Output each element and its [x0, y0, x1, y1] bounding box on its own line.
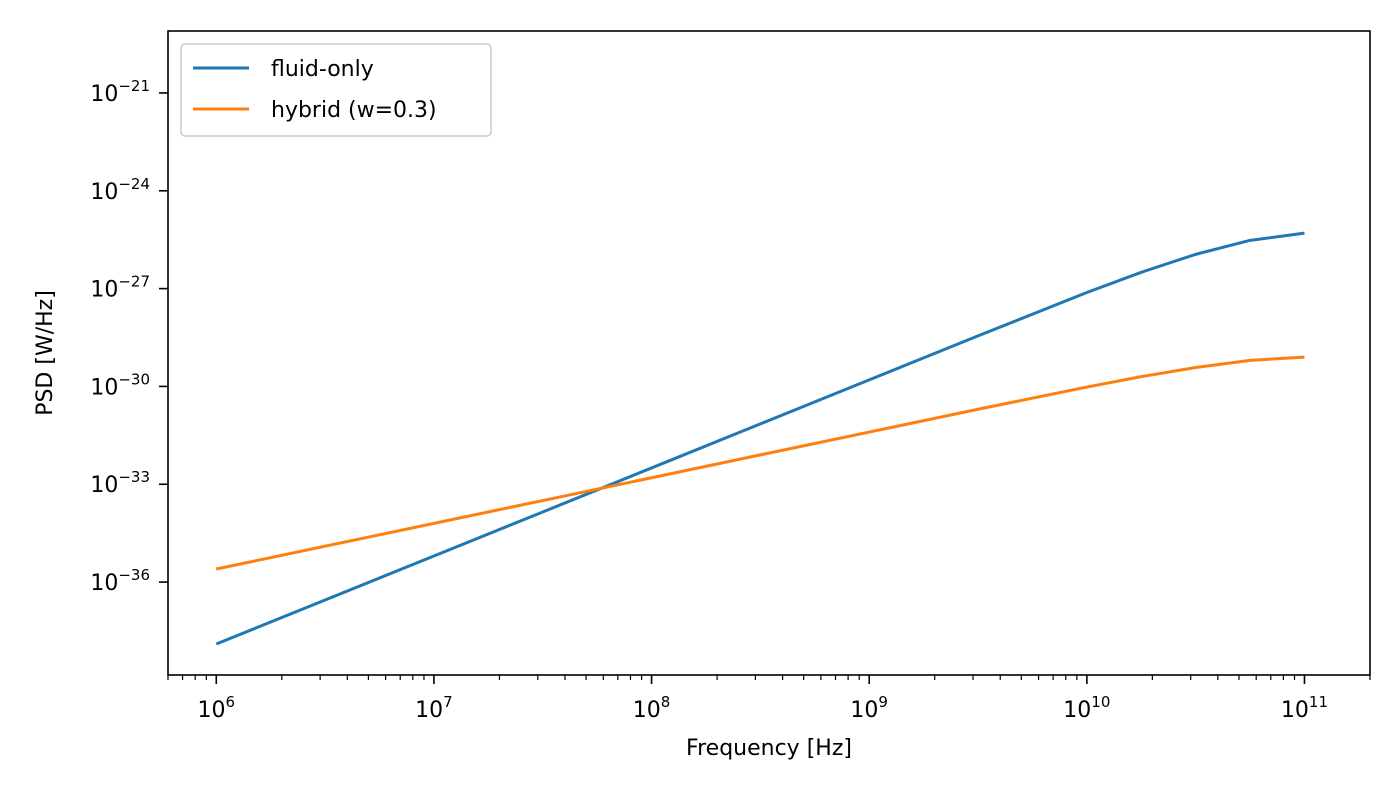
y-axis: 10−21 10−24 10−27 10−30 10−33 10−36: [90, 77, 168, 596]
x-tick-label: 106: [198, 693, 236, 723]
plot-area: [215, 231, 1305, 646]
y-tick-label: 10−21: [90, 77, 150, 107]
x-tick-label: 108: [633, 693, 671, 723]
x-axis-label: Frequency [Hz]: [686, 736, 852, 761]
y-tick-label: 10−33: [90, 468, 150, 498]
y-tick-label: 10−30: [90, 370, 150, 400]
y-tick-label: 10−27: [90, 273, 150, 303]
y-tick-label: 10−24: [90, 175, 150, 205]
x-tick-label: 1011: [1281, 693, 1328, 723]
x-tick-label: 107: [415, 693, 453, 723]
legend: fluid-only hybrid (w=0.3): [180, 43, 492, 137]
x-tick-label: 109: [850, 693, 888, 723]
y-tick-label: 10−36: [90, 566, 150, 596]
plot-frame: [167, 30, 1371, 676]
legend-label: fluid-only: [271, 57, 374, 82]
legend-box: [180, 43, 492, 137]
series-line-1: [215, 355, 1305, 571]
legend-label: hybrid (w=0.3): [271, 98, 437, 123]
x-axis: 106 107 108 109 1010 1011: [167, 675, 1371, 723]
x-tick-label: 1010: [1063, 693, 1110, 723]
series-line-0: [215, 231, 1305, 646]
y-axis-label: PSD [W/Hz]: [33, 290, 58, 416]
